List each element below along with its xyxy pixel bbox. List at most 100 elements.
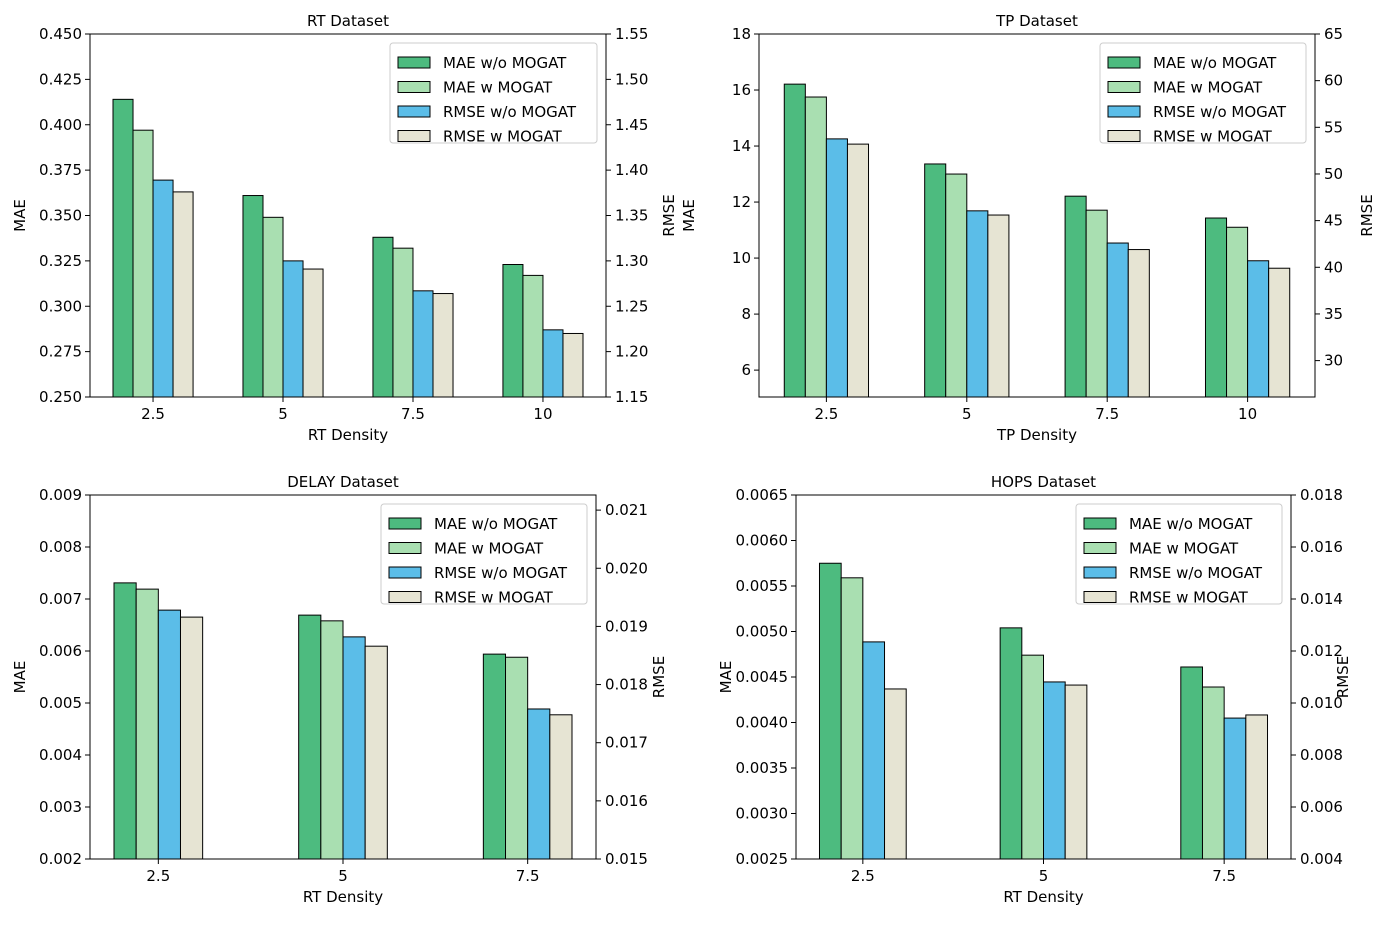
y2-tick-label: 1.25 [615, 297, 648, 315]
legend-entry: MAE w MOGAT [434, 540, 544, 558]
legend-swatch [397, 81, 431, 93]
bar-mae-w-o-mogat-7.5 [1180, 666, 1203, 860]
x-tick-label: 2.5 [814, 405, 838, 423]
y-tick-label: 0.375 [39, 161, 82, 179]
bar-rmse-w-mogat-10 [562, 332, 584, 398]
legend-swatch [1083, 542, 1117, 554]
y-tick-label: 0.0025 [736, 850, 789, 868]
bar-rmse-w-o-mogat-7.5 [1106, 242, 1129, 398]
chart-title: DELAY Dataset [287, 473, 399, 491]
bar-rmse-w-o-mogat-5 [282, 260, 304, 398]
y2-axis-label: RMSE [1358, 194, 1376, 236]
x-tick-label: 5 [962, 405, 972, 423]
y-tick-label: 10 [732, 249, 751, 267]
y-tick-label: 0.004 [39, 746, 82, 764]
bar-mae-w-o-mogat-2.5 [112, 98, 134, 398]
legend-swatch [397, 105, 431, 118]
bar-rmse-w-mogat-7.5 [1245, 714, 1269, 860]
bar-mae-w-o-mogat-2.5 [818, 562, 842, 860]
bar-rmse-w-o-mogat-7.5 [1223, 717, 1247, 860]
legend-entry: MAE w MOGAT [1129, 540, 1239, 558]
bar-rmse-w-mogat-2.5 [884, 688, 907, 860]
subplot-hops-dataset: 2.5 5 7.5 0.0025 0.0030 0.0035 0.0040 0.0045 0.0… [717, 473, 1352, 906]
y-tick-label: 0.009 [39, 486, 82, 504]
y2-tick-label: 0.018 [1300, 486, 1343, 504]
legend-entry: MAE w/o MOGAT [443, 54, 567, 72]
bar-rmse-w-o-mogat-7.5 [412, 290, 434, 398]
bar-mae-w-mogat-2.5 [135, 588, 159, 860]
y2-tick-label: 60 [1324, 72, 1343, 90]
bar-mae-w-mogat-10 [522, 274, 544, 398]
bar-mae-w-mogat-7.5 [392, 247, 414, 398]
x-tick-label: 7.5 [516, 867, 540, 885]
x-axis-label: TP Density [996, 426, 1077, 444]
bar-rmse-w-o-mogat-10 [542, 329, 564, 398]
bar-mae-w-mogat-5 [945, 173, 968, 398]
y-tick-label: 0.0045 [736, 668, 789, 686]
legend-entry: RMSE w MOGAT [434, 589, 554, 607]
legend-entry: MAE w/o MOGAT [1129, 515, 1253, 533]
y-tick-label: 0.0055 [736, 577, 789, 595]
bar-mae-w-o-mogat-2.5 [783, 83, 806, 398]
y2-tick-label: 1.30 [615, 252, 648, 270]
bar-mae-w-mogat-10 [1226, 226, 1249, 398]
bar-rmse-w-o-mogat-2.5 [825, 138, 848, 398]
y-tick-label: 0.350 [39, 207, 82, 225]
y-tick-label: 0.005 [39, 694, 82, 712]
bar-mae-w-o-mogat-5 [999, 627, 1023, 860]
y-axis-label: MAE [11, 199, 29, 232]
subplot-tp-dataset: 2.5 5 7.5 10 6 8 10 12 14 16 18 30 35 40 45 50 55 60 65 TP … [680, 12, 1376, 444]
legend-entry: RMSE w/o MOGAT [443, 103, 577, 121]
y2-tick-label: 0.015 [605, 850, 648, 868]
legend-entry: RMSE w MOGAT [443, 128, 563, 146]
x-tick-label: 7.5 [1095, 405, 1119, 423]
legend-swatch [1107, 56, 1141, 69]
legend-swatch [397, 56, 431, 69]
y-tick-label: 0.0030 [736, 805, 789, 823]
y2-tick-label: 0.008 [1300, 746, 1343, 764]
y2-tick-label: 1.55 [615, 25, 648, 43]
bar-mae-w-o-mogat-5 [924, 163, 947, 398]
x-tick-label: 7.5 [401, 405, 425, 423]
bar-rmse-w-o-mogat-2.5 [157, 609, 181, 860]
y-tick-label: 16 [732, 81, 751, 99]
axes-frame [758, 33, 1316, 398]
bar-mae-w-mogat-5 [1021, 654, 1044, 860]
bar-rmse-w-o-mogat-2.5 [862, 641, 886, 860]
y-tick-label: 14 [732, 137, 751, 155]
y2-tick-label: 1.50 [615, 70, 648, 88]
bar-mae-w-mogat-7.5 [505, 656, 529, 860]
legend-swatch [1107, 105, 1141, 118]
bar-mae-w-mogat-2.5 [804, 96, 827, 398]
y-tick-label: 0.0050 [736, 623, 789, 641]
x-tick-label: 2.5 [851, 867, 875, 885]
bar-rmse-w-mogat-7.5 [549, 714, 573, 860]
y-tick-label: 8 [741, 305, 751, 323]
legend: MAE w/o MOGAT MAE w MOGAT RMSE w/o MOGAT RM… [1075, 503, 1283, 607]
y2-tick-label: 0.019 [605, 617, 648, 635]
bar-mae-w-mogat-5 [320, 620, 344, 860]
x-tick-label: 7.5 [1212, 867, 1236, 885]
y-tick-label: 0.300 [39, 297, 82, 315]
legend-box [1075, 503, 1283, 605]
y2-tick-label: 1.40 [615, 161, 648, 179]
x-tick-label: 10 [1238, 405, 1257, 423]
bar-mae-w-o-mogat-2.5 [113, 582, 137, 860]
bar-rmse-w-o-mogat-5 [966, 210, 989, 398]
y2-tick-label: 0.016 [1300, 538, 1343, 556]
y-tick-label: 0.275 [39, 343, 82, 361]
bar-rmse-w-mogat-7.5 [1127, 249, 1150, 398]
y-axis-label: MAE [680, 199, 698, 232]
y2-tick-label: 0.020 [605, 559, 648, 577]
y2-tick-label: 1.45 [615, 116, 648, 134]
y2-tick-label: 0.016 [605, 792, 648, 810]
legend-swatch [1083, 566, 1117, 579]
x-tick-label: 2.5 [141, 405, 165, 423]
legend-box [1099, 42, 1307, 144]
bar-rmse-w-mogat-2.5 [179, 616, 204, 860]
bar-mae-w-mogat-7.5 [1085, 209, 1108, 398]
legend-box [380, 503, 588, 605]
y-tick-label: 0.007 [39, 590, 82, 608]
bar-mae-w-o-mogat-7.5 [482, 653, 507, 860]
subplot-rt-dataset: 2.5 5 7.5 10 0.250 0.275 0.300 0.325 0.350 0.375 0… [11, 12, 678, 444]
